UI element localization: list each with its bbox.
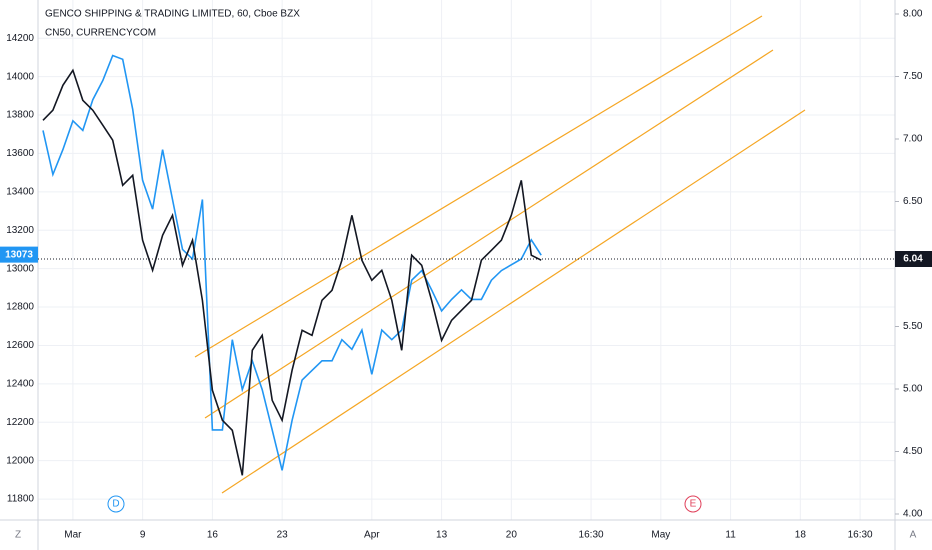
x-tick-label: 20: [506, 530, 518, 541]
y-tick-label: 12000: [6, 455, 34, 466]
y-tick-label: 11800: [7, 494, 35, 505]
grid: [38, 0, 895, 520]
y-tick-label: 12800: [6, 302, 34, 313]
y-tick-label: 13600: [6, 148, 34, 159]
channel-line: [194, 15, 763, 358]
x-tick-label: 16: [207, 530, 219, 541]
y2-tick-label: 4.50: [903, 446, 923, 457]
event-marker[interactable]: [684, 495, 702, 513]
x-tick-label: 16:30: [579, 530, 604, 541]
y-tick-label: 12600: [6, 340, 34, 351]
y-tick-label: 13400: [6, 186, 34, 197]
legend-entry: GENCO SHIPPING & TRADING LIMITED, 60, Cb…: [45, 9, 300, 20]
series-line: [42, 54, 542, 471]
price-label-box: [0, 246, 38, 263]
y2-tick-label: 4.00: [903, 509, 923, 520]
legend-entry: CN50, CURRENCYCOM: [45, 28, 156, 39]
y-tick-label: 12200: [6, 417, 34, 428]
x-tick-label: Mar: [64, 530, 82, 541]
x-tick-label: 9: [140, 530, 146, 541]
y2-tick-label: 6.50: [903, 196, 923, 207]
x-tick-label: Apr: [364, 530, 380, 541]
x-tick-label: 13: [436, 530, 448, 541]
price-label-box: [895, 251, 932, 267]
x-tick-label: 16:30: [848, 530, 873, 541]
y2-tick-label: 5.50: [903, 321, 923, 332]
y2-tick-label: 7.50: [903, 71, 923, 82]
event-label: E: [690, 499, 697, 510]
y2-tick-label: 7.00: [903, 134, 923, 145]
scale-button[interactable]: Z: [15, 530, 21, 541]
y-tick-label: 14200: [6, 33, 34, 44]
channel-line: [221, 109, 806, 494]
y2-tick-label: 5.00: [903, 384, 923, 395]
series-line: [42, 68, 542, 476]
price-label: 13073: [5, 249, 33, 260]
y2-tick-label: 8.00: [903, 9, 923, 20]
y-tick-label: 13800: [6, 110, 34, 121]
scale-button[interactable]: A: [910, 530, 917, 541]
y-tick-label: 13200: [6, 225, 34, 236]
x-tick-label: May: [651, 530, 670, 541]
price-label: 6.04: [903, 254, 923, 265]
channel-line: [204, 49, 774, 419]
event-marker[interactable]: [107, 495, 125, 513]
y-tick-label: 14000: [6, 71, 34, 82]
x-tick-label: 18: [795, 530, 807, 541]
x-tick-label: 23: [277, 530, 289, 541]
y-tick-label: 12400: [6, 378, 34, 389]
x-tick-label: 11: [725, 530, 736, 541]
y-tick-label: 13000: [6, 263, 34, 274]
event-label: D: [112, 499, 119, 510]
